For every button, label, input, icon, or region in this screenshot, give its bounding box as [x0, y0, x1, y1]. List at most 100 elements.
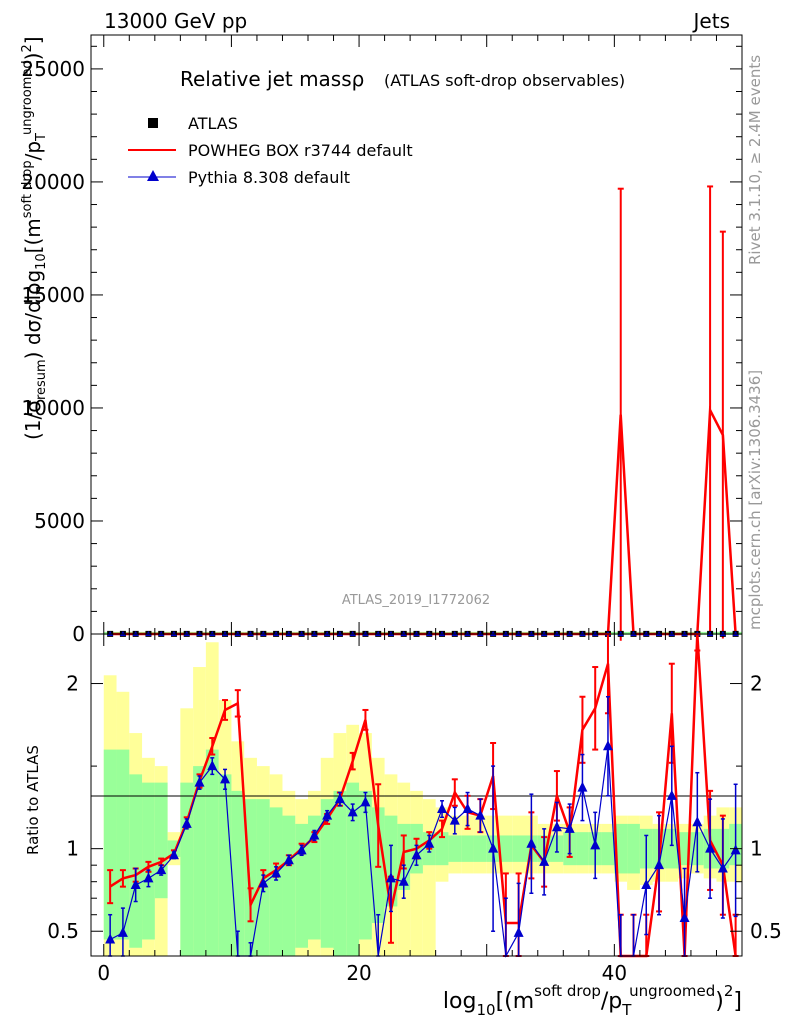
ratio-band-inner-segment [308, 815, 321, 940]
ratio-pythia-point [462, 803, 473, 814]
ratio-band-inner-segment [601, 832, 615, 866]
ratio-yticks: 0.5 0.5 1 1 2 2 [47, 672, 782, 944]
legend-atlas-label: ATLAS [188, 114, 238, 133]
ratio-pythia-point [130, 878, 141, 889]
main-ytick-label: 20000 [21, 170, 85, 194]
ratio-band-inner-segment [205, 749, 219, 956]
mcplots-label: mcplots.cern.ch [arXiv:1306.3436] [746, 370, 764, 630]
ratio-pythia-point [679, 912, 690, 923]
main-ytick-label: 0 [72, 622, 85, 646]
ratio-pythia-point [220, 773, 231, 784]
ratio-pythia-point [322, 809, 333, 820]
ratio-band-inner-segment [103, 749, 117, 940]
ratio-pythia-point [641, 878, 652, 889]
ratio-band-inner-segment [333, 790, 347, 956]
ratio-series [105, 633, 741, 958]
ratio-band-inner-segment [499, 835, 513, 862]
main-series [107, 185, 739, 641]
legend-atlas-marker [148, 118, 158, 128]
ratio-band-inner-segment [116, 749, 130, 940]
legend-pythia-label: Pythia 8.308 default [188, 168, 350, 187]
main-ytick-label: 25000 [21, 57, 85, 81]
ratio-ytick-label-left: 2 [66, 672, 79, 696]
ratio-frame [90, 633, 743, 957]
main-ylabel: (1/σresum) dσ/dlog10[(msoft drop/pTungro… [20, 36, 49, 440]
ratio-pythia-point [334, 793, 345, 804]
ratio-band-inner-segment [218, 774, 232, 956]
ratio-xticks: 0 20 40 [97, 634, 743, 985]
ratio-pythia-point [449, 814, 460, 825]
ratio-band-inner-segment [512, 835, 525, 862]
ratio-pythia-point [181, 817, 192, 828]
ratio-pythia-point [105, 933, 116, 944]
ratio-panel: 0.5 0.5 1 1 2 2 0 20 40 Ratio to ATLAS log10[(m… [24, 633, 782, 1019]
ratio-pythia-point [194, 776, 205, 787]
ratio-pythia-point [564, 822, 575, 833]
ratio-pythia-point [296, 844, 307, 855]
ratio-pythia-point [590, 839, 601, 850]
ratio-pythia-point [360, 796, 371, 807]
ratio-band-inner-segment [461, 835, 474, 862]
main-ytick-label: 15000 [21, 283, 85, 307]
ratio-pythia-point [168, 849, 179, 860]
ratio-pythia-point [117, 926, 128, 937]
ratio-band-inner-segment [473, 835, 487, 862]
ratio-band-inner-segment [435, 832, 449, 866]
ratio-pythia-point [513, 926, 524, 937]
ratio-xtick-label: 40 [602, 961, 627, 985]
ratio-pythia-point [654, 859, 665, 870]
ratio-pythia-point [309, 829, 320, 840]
ratio-ylabel: Ratio to ATLAS [24, 745, 42, 855]
ratio-pythia-point [717, 862, 728, 873]
ratio-pythia-point [411, 849, 422, 860]
ratio-band-inner-segment [346, 782, 360, 956]
ratio-band-inner-segment [665, 828, 679, 869]
main-ytick-label: 10000 [21, 396, 85, 420]
ratio-band-inner-segment [295, 823, 308, 948]
ratio-band-inner-segment [359, 790, 372, 940]
header-right: Jets [692, 9, 730, 33]
main-ytick-label: 5000 [34, 509, 85, 533]
ratio-pythia-point [705, 842, 716, 853]
ratio-pythia-point [577, 781, 588, 792]
ratio-pythia-point [692, 816, 703, 827]
ratio-pythia-point [526, 837, 537, 848]
ratio-band-inner-segment [282, 815, 296, 956]
ratio-band-inner-segment [129, 774, 143, 948]
ratio-ytick-label-right: 1 [750, 837, 763, 861]
legend-powheg-label: POWHEG BOX r3744 default [188, 141, 413, 160]
ratio-pythia-point [207, 760, 218, 771]
ratio-band-inner-segment [154, 782, 168, 899]
header-left: 13000 GeV pp [104, 9, 247, 33]
ratio-pythia-point [488, 842, 499, 853]
ratio-pythia-point [347, 806, 358, 817]
ratio-band-inner-segment [193, 766, 206, 956]
ratio-ytick-label-right: 2 [750, 672, 763, 696]
main-yticks: 0 5000 10000 15000 20000 25000 [21, 45, 742, 646]
ratio-band-inner-segment [269, 807, 283, 956]
main-panel: 0 5000 10000 15000 20000 25000 Relative jet m… [20, 34, 743, 646]
ratio-pythia-point [156, 864, 167, 875]
ratio-pythia-point [398, 875, 409, 886]
ratio-xtick-label: 0 [97, 961, 110, 985]
legend-pythia-marker [147, 170, 159, 181]
ratio-pythia-point [143, 872, 154, 883]
ratio-ytick-label-right: 0.5 [750, 919, 782, 943]
ratio-pythia-point [666, 789, 677, 800]
ratio-band-inner-segment [576, 832, 589, 866]
xlabel: log10[(msoft drop/pTungroomed)2] [443, 982, 742, 1019]
ratio-pythia-point [424, 837, 435, 848]
ratio-pythia-point [437, 803, 448, 814]
rivet-label: Rivet 3.1.10, ≥ 2.4M events [746, 55, 764, 265]
ratio-pythia-point [271, 867, 282, 878]
main-subtitle: (ATLAS soft-drop observables) [384, 71, 625, 90]
ratio-pythia-point [258, 877, 269, 888]
ratio-pythia-point [602, 740, 613, 751]
ratio-pythia-point [283, 854, 294, 865]
ratio-band-inner-segment [320, 799, 334, 948]
legend: ATLAS POWHEG BOX r3744 default Pythia 8.… [128, 114, 413, 187]
ratio-band-inner-segment [627, 823, 640, 874]
ratio-ytick-label-left: 1 [66, 837, 79, 861]
main-xticks [103, 35, 743, 634]
